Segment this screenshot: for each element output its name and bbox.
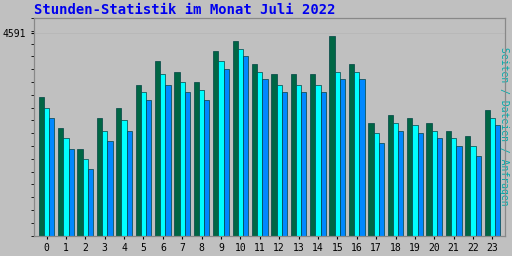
Bar <box>141 92 146 236</box>
Bar <box>432 131 437 236</box>
Bar <box>44 108 49 236</box>
Bar <box>126 131 132 236</box>
Bar <box>121 120 126 236</box>
Bar <box>88 169 93 236</box>
Bar <box>407 118 412 236</box>
Bar <box>484 110 490 236</box>
Bar <box>398 131 403 236</box>
Bar <box>301 92 306 236</box>
Bar <box>146 100 152 236</box>
Bar <box>412 125 417 236</box>
Bar <box>63 138 69 236</box>
Bar <box>160 74 165 236</box>
Bar <box>180 82 185 236</box>
Bar <box>199 90 204 236</box>
Bar <box>82 159 88 236</box>
Bar <box>257 72 263 236</box>
Bar <box>354 72 359 236</box>
Bar <box>116 108 121 236</box>
Bar <box>476 156 481 236</box>
Bar <box>276 84 282 236</box>
Bar <box>315 84 321 236</box>
Bar <box>39 97 44 236</box>
Text: Stunden-Statistik im Monat Juli 2022: Stunden-Statistik im Monat Juli 2022 <box>34 3 335 17</box>
Bar <box>136 84 141 236</box>
Bar <box>310 74 315 236</box>
Bar <box>155 61 160 236</box>
Bar <box>213 51 219 236</box>
Bar <box>451 138 456 236</box>
Bar <box>465 136 471 236</box>
Bar <box>296 84 301 236</box>
Bar <box>69 148 74 236</box>
Bar <box>282 92 287 236</box>
Bar <box>185 92 190 236</box>
Bar <box>446 131 451 236</box>
Bar <box>77 148 82 236</box>
Bar <box>291 74 296 236</box>
Bar <box>97 118 102 236</box>
Bar <box>359 79 365 236</box>
Bar <box>271 74 276 236</box>
Bar <box>194 82 199 236</box>
Bar <box>165 84 170 236</box>
Bar <box>388 115 393 236</box>
Bar <box>49 118 54 236</box>
Bar <box>219 61 224 236</box>
Bar <box>393 123 398 236</box>
Bar <box>204 100 209 236</box>
Bar <box>175 72 180 236</box>
Bar <box>243 56 248 236</box>
Bar <box>349 64 354 236</box>
Bar <box>224 69 229 236</box>
Bar <box>374 133 379 236</box>
Bar <box>321 92 326 236</box>
Bar <box>456 146 461 236</box>
Y-axis label: Seiten / Dateien / Anfragen: Seiten / Dateien / Anfragen <box>499 47 509 206</box>
Bar <box>335 72 340 236</box>
Bar <box>238 49 243 236</box>
Bar <box>58 128 63 236</box>
Bar <box>232 41 238 236</box>
Bar <box>379 143 384 236</box>
Bar <box>471 146 476 236</box>
Bar <box>108 141 113 236</box>
Bar <box>437 138 442 236</box>
Bar <box>102 131 108 236</box>
Bar <box>340 79 345 236</box>
Bar <box>252 64 257 236</box>
Bar <box>263 79 268 236</box>
Bar <box>330 36 335 236</box>
Bar <box>490 118 495 236</box>
Bar <box>368 123 374 236</box>
Bar <box>426 123 432 236</box>
Bar <box>495 125 500 236</box>
Bar <box>417 133 423 236</box>
